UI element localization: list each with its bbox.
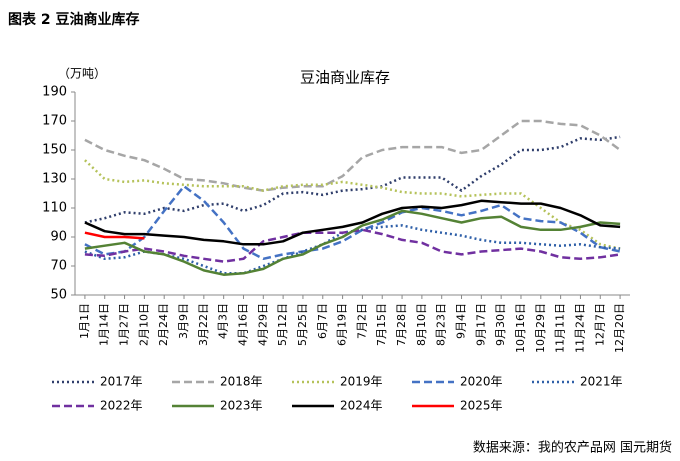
y-tick-label: 190	[42, 85, 67, 100]
x-tick-label: 1月1日	[78, 303, 91, 339]
legend-label: 2022年	[100, 399, 143, 413]
source: 数据来源：我的农产品网 国元期货	[473, 440, 672, 456]
series-line	[84, 119, 621, 192]
legend-label: 2019年	[340, 375, 383, 389]
x-tick-label: 6月7日	[316, 303, 329, 339]
series-line	[84, 185, 621, 261]
x-tick-label: 2月24日	[157, 303, 170, 346]
legend-label: 2025年	[460, 399, 503, 413]
legend-label: 2017年	[100, 375, 143, 389]
chart-title: 豆油商业库存	[300, 69, 390, 87]
y-tick-label: 50	[50, 288, 67, 303]
x-tick-label: 12月20日	[613, 303, 626, 353]
x-tick-label: 1月27日	[118, 303, 131, 346]
x-tick-label: 5月25日	[296, 303, 309, 346]
x-tick-label: 5月12日	[276, 303, 289, 346]
y-tick-label: 130	[42, 172, 67, 187]
x-tick-label: 11月24日	[573, 303, 586, 353]
legend-label: 2023年	[220, 399, 263, 413]
x-tick-label: 8月23日	[435, 303, 448, 346]
x-tick-label: 10月16日	[514, 303, 527, 353]
y-tick-label: 90	[50, 230, 67, 245]
y-axis-label: （万吨）	[58, 67, 106, 81]
x-tick-label: 3月22日	[197, 303, 210, 346]
series-line	[84, 159, 621, 250]
series-line	[84, 231, 145, 240]
x-tick-label: 1月14日	[98, 303, 111, 346]
x-tick-label: 7月28日	[395, 303, 408, 346]
x-tick-label: 4月16日	[236, 303, 249, 346]
y-tick-label: 150	[42, 143, 67, 158]
x-tick-label: 7月2日	[355, 303, 368, 339]
x-tick-label: 11月11日	[554, 303, 567, 353]
x-tick-label: 3月9日	[177, 303, 190, 339]
series-line	[84, 135, 621, 224]
x-tick-label: 4月29日	[256, 303, 269, 346]
legend-label: 2024年	[340, 399, 383, 413]
x-tick-label: 12月7日	[593, 303, 606, 346]
legend-label: 2018年	[220, 375, 263, 389]
y-tick-label: 170	[42, 114, 67, 129]
series-line	[84, 199, 621, 246]
x-tick-label: 9月30日	[494, 303, 507, 346]
x-tick-label: 9月17日	[474, 303, 487, 346]
legend-label: 2021年	[580, 375, 623, 389]
y-tick-label: 70	[50, 259, 67, 274]
x-tick-label: 7月15日	[375, 303, 388, 346]
legend-label: 2020年	[460, 375, 503, 389]
x-tick-label: 4月3日	[217, 303, 230, 339]
x-tick-label: 10月29日	[534, 303, 547, 353]
y-tick-label: 110	[42, 201, 67, 216]
x-tick-label: 6月19日	[336, 303, 349, 346]
x-tick-label: 9月4日	[455, 303, 468, 339]
x-tick-label: 2月10日	[137, 303, 150, 346]
figure-label: 图表 2 豆油商业库存	[8, 11, 140, 28]
x-tick-label: 8月10日	[415, 303, 428, 346]
series-line	[84, 209, 621, 276]
